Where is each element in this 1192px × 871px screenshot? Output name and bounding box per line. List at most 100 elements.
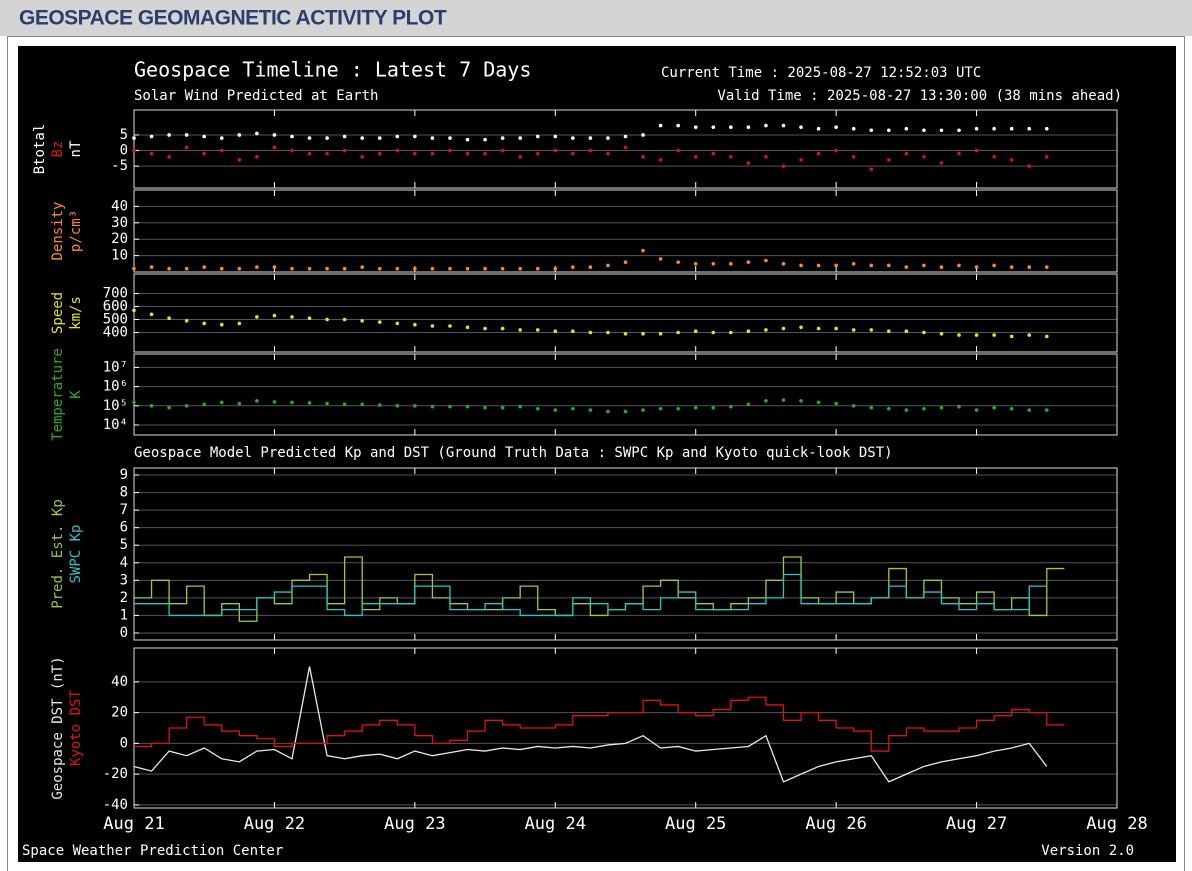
data-point — [606, 136, 610, 140]
data-point — [237, 266, 242, 271]
data-point — [658, 123, 663, 128]
data-point — [202, 321, 207, 326]
data-point — [974, 265, 979, 269]
data-point — [729, 330, 733, 335]
data-point — [676, 406, 680, 411]
data-point — [571, 265, 575, 269]
header-band — [0, 0, 1192, 36]
data-point — [658, 406, 663, 411]
y-tick-label: -20 — [103, 766, 128, 782]
data-point — [518, 155, 522, 159]
data-point — [869, 328, 874, 332]
data-point — [255, 155, 259, 159]
data-point — [904, 329, 909, 334]
data-point — [325, 317, 329, 322]
y-tick-label: 20 — [111, 231, 128, 247]
data-point — [202, 265, 207, 269]
data-point — [764, 258, 768, 263]
data-point — [448, 404, 452, 409]
data-point — [641, 248, 645, 253]
data-point — [746, 161, 751, 165]
data-point — [149, 312, 154, 317]
data-point — [869, 263, 874, 268]
y-tick-label: 20 — [111, 705, 128, 721]
data-point — [395, 148, 400, 153]
data-point — [465, 137, 470, 142]
data-point — [957, 263, 961, 268]
data-point — [816, 126, 821, 131]
data-point — [922, 128, 926, 133]
y-tick-label: 40 — [111, 198, 128, 214]
y-tick-label: 6 — [120, 520, 128, 536]
data-point — [395, 321, 400, 326]
data-point — [255, 265, 259, 269]
data-point — [342, 266, 347, 271]
data-point — [430, 151, 435, 156]
data-point — [325, 151, 329, 156]
data-point — [1044, 126, 1049, 131]
data-point — [816, 263, 821, 268]
data-point — [483, 137, 487, 142]
panel-frame — [133, 189, 1118, 273]
data-point — [1027, 408, 1032, 412]
data-point — [290, 266, 294, 271]
data-point — [729, 262, 733, 266]
data-point — [500, 266, 505, 271]
data-point — [676, 330, 680, 335]
data-point — [834, 263, 838, 268]
data-point — [764, 328, 768, 332]
data-point — [922, 330, 926, 335]
data-point — [395, 403, 400, 408]
data-point — [377, 151, 382, 156]
data-point — [571, 136, 575, 140]
data-point — [922, 406, 926, 411]
data-point — [693, 155, 698, 159]
data-point — [483, 326, 487, 331]
data-point — [377, 320, 382, 324]
axis-label: p/cm³ — [68, 210, 84, 252]
data-point — [413, 403, 417, 408]
axis-label: Btotal — [32, 124, 48, 175]
data-point — [430, 266, 435, 271]
data-point — [237, 158, 242, 162]
data-point — [132, 266, 136, 271]
data-point — [535, 328, 540, 332]
data-point — [606, 409, 610, 414]
data-point — [957, 404, 961, 409]
data-point — [571, 329, 575, 334]
y-tick-label: 3 — [120, 572, 128, 588]
axis-label: km/s — [68, 296, 84, 330]
data-point — [167, 266, 171, 271]
data-point — [623, 409, 628, 414]
data-point — [255, 399, 259, 403]
data-point — [658, 332, 663, 336]
x-tick-label: Aug 21 — [103, 814, 164, 834]
data-point — [693, 405, 698, 410]
data-point — [992, 126, 996, 131]
data-point — [711, 405, 716, 410]
y-tick-label: 8 — [120, 485, 128, 501]
data-point — [676, 260, 680, 264]
data-point — [307, 401, 312, 405]
data-point — [184, 403, 189, 408]
data-point — [500, 405, 505, 410]
series-line — [133, 666, 1048, 783]
data-point — [448, 324, 452, 328]
data-point — [992, 263, 996, 268]
data-point — [939, 265, 944, 269]
data-point — [500, 326, 505, 331]
data-point — [1009, 265, 1014, 269]
data-point — [641, 408, 645, 412]
data-point — [623, 145, 628, 150]
y-tick-label: 10⁴ — [103, 417, 128, 433]
x-tick-label: Aug 24 — [525, 814, 586, 834]
data-point — [1044, 334, 1049, 339]
data-point — [307, 151, 312, 156]
data-point — [360, 136, 364, 140]
data-point — [149, 403, 154, 408]
data-point — [939, 332, 944, 336]
data-point — [360, 319, 364, 323]
data-point — [1009, 334, 1014, 339]
data-point — [799, 399, 803, 403]
